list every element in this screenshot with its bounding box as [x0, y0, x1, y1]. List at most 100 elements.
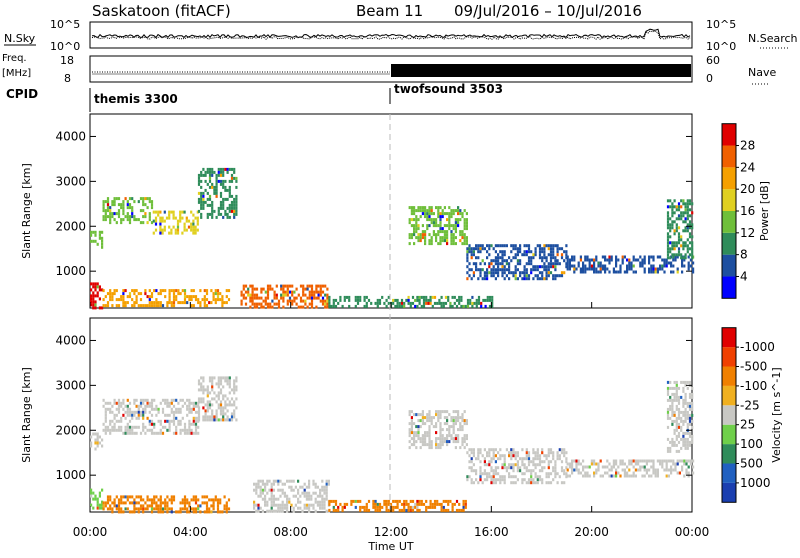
- echo-cell-velocity-8-8: [470, 448, 473, 452]
- echo-cell-velocity-1-85: [131, 416, 134, 420]
- echo-cell-velocity-8-212: [538, 463, 542, 467]
- echo-cell-velocity-5-11: [257, 479, 260, 483]
- echo-cell-power-7-56: [396, 304, 399, 308]
- echo-cell-power-3-146: [233, 212, 236, 216]
- echo-cell-velocity-1-145: [150, 422, 154, 426]
- echo-cell-velocity-5-188: [323, 503, 326, 507]
- echo-cell-velocity-1-240: [188, 410, 191, 414]
- echo-cell-velocity-1-199: [172, 419, 176, 423]
- echo-cell-power-10-156: [670, 264, 673, 268]
- echo-cell-power-5-66: [150, 295, 154, 299]
- echo-cell-power-5-142: [205, 289, 209, 293]
- echo-cell-velocity-4-177: [216, 498, 220, 502]
- echo-cell-velocity-1-90: [133, 401, 136, 405]
- echo-cell-power-9-262: [552, 244, 555, 248]
- echo-cell-power-6-75: [277, 305, 281, 309]
- echo-cell-velocity-5-10: [255, 509, 258, 513]
- echo-cell-velocity-4-17: [113, 501, 116, 505]
- echo-cell-power-9-192: [530, 259, 533, 263]
- echo-cell-power-3-150: [235, 185, 238, 189]
- echo-cell-power-3-46: [208, 185, 212, 189]
- echo-cell-power-9-168: [523, 253, 526, 257]
- echo-cell-velocity-9-77: [621, 462, 624, 466]
- echo-cell-velocity-2-12: [200, 385, 203, 389]
- echo-cell-velocity-5-151: [310, 494, 313, 498]
- echo-cell-velocity-10-105: [684, 383, 687, 387]
- echo-cell-velocity-1-143: [150, 413, 154, 417]
- echo-cell-velocity-5-171: [319, 494, 322, 498]
- echo-cell-velocity-9-157: [672, 468, 675, 472]
- echo-cell-power-7-150: [488, 304, 492, 308]
- echo-cell-power-0-11: [98, 236, 101, 240]
- echo-cell-power-5-23: [120, 295, 123, 299]
- echo-cell-velocity-5-101: [288, 479, 291, 483]
- echo-cell-velocity-9-167: [681, 465, 684, 469]
- echo-cell-velocity-1-183: [168, 404, 171, 408]
- echo-cell-velocity-8-194: [534, 454, 537, 458]
- echo-cell-power-10-110: [639, 255, 642, 259]
- echo-cell-velocity-2-87: [219, 391, 223, 395]
- velocity-echoes: [90, 376, 695, 514]
- echo-cell-velocity-6-15: [343, 502, 346, 506]
- echo-cell-velocity-5-70: [277, 482, 280, 486]
- echo-cell-power-5-46: [135, 295, 138, 299]
- echo-cell-velocity-6-5: [332, 505, 335, 509]
- echo-cell-power-5-121: [188, 298, 191, 302]
- echo-cell-power-5-165: [221, 304, 224, 308]
- echo-cell-power-7-101: [440, 295, 443, 299]
- echo-cell-power-9-68: [490, 244, 493, 248]
- echo-cell-velocity-10-130: [686, 431, 689, 435]
- echo-cell-power-5-133: [199, 289, 202, 293]
- echo-cell-velocity-1-220: [179, 431, 182, 435]
- echo-cell-velocity-5-165: [316, 485, 319, 489]
- echo-cell-velocity-10-40: [673, 398, 676, 402]
- echo-cell-power-7-86: [425, 295, 428, 299]
- echo-cell-velocity-10-63: [675, 437, 678, 441]
- echo-cell-power-1-24: [111, 203, 114, 207]
- echo-cell-power-6-87: [284, 284, 287, 288]
- echo-cell-velocity-1-46: [117, 419, 121, 423]
- echo-cell-power-10-119: [643, 267, 646, 271]
- echo-cell-power-8-61: [426, 212, 429, 216]
- echo-cell-power-9-126: [508, 262, 511, 266]
- echo-cell-velocity-10-157: [691, 419, 694, 423]
- echo-cell-power-5-79: [159, 289, 162, 293]
- echo-cell-velocity-8-59: [488, 463, 491, 467]
- echo-cell-velocity-8-83: [494, 469, 497, 473]
- echo-cell-velocity-10-24: [671, 392, 674, 396]
- echo-cell-power-3-14: [200, 197, 203, 201]
- nsearch-label: N.Search: [748, 32, 798, 45]
- echo-cell-velocity-7-126: [446, 419, 449, 423]
- echo-cell-velocity-5-183: [323, 485, 326, 489]
- echo-cell-power-6-65: [273, 290, 276, 294]
- echo-cell-velocity-7-135: [448, 428, 451, 432]
- echo-cell-power-9-140: [514, 244, 517, 248]
- echo-cell-power-8-87: [432, 230, 435, 234]
- echo-cell-velocity-5-94: [286, 479, 289, 483]
- echo-cell-velocity-10-118: [684, 443, 687, 447]
- echo-cell-velocity-5-112: [292, 506, 295, 510]
- echo-cell-power-6-152: [317, 284, 320, 288]
- echo-cell-power-9-200: [532, 277, 535, 281]
- echo-cell-power-3-152: [235, 197, 238, 201]
- echo-cell-power-11-88: [682, 241, 685, 245]
- echo-cell-velocity-6-130: [451, 508, 454, 512]
- echo-cell-velocity-9-146: [665, 468, 668, 472]
- echo-cell-power-6-129: [306, 296, 309, 300]
- echo-cell-velocity-10-95: [682, 410, 685, 414]
- echo-cell-velocity-5-75: [277, 509, 280, 513]
- echo-cell-power-8-188: [463, 218, 466, 222]
- echo-cell-velocity-7-23: [413, 443, 416, 447]
- echo-cell-power-6-117: [302, 284, 305, 288]
- echo-cell-velocity-2-122: [228, 385, 231, 389]
- echo-cell-power-5-1: [102, 298, 105, 302]
- echo-cell-velocity-4-115: [170, 507, 173, 511]
- echo-cell-power-7-3: [328, 304, 331, 308]
- echo-cell-power-5-72: [155, 289, 158, 293]
- echo-cell-velocity-7-65: [428, 410, 431, 414]
- echo-cell-power-7-126: [466, 298, 470, 302]
- echo-cell-power-5-160: [219, 292, 222, 296]
- echo-cell-velocity-1-135: [148, 410, 151, 414]
- x-axis-ticks: 00:00 04:00 08:00 12:00 16:00 20:00 00:00: [73, 302, 709, 539]
- echo-cell-velocity-8-267: [560, 451, 564, 455]
